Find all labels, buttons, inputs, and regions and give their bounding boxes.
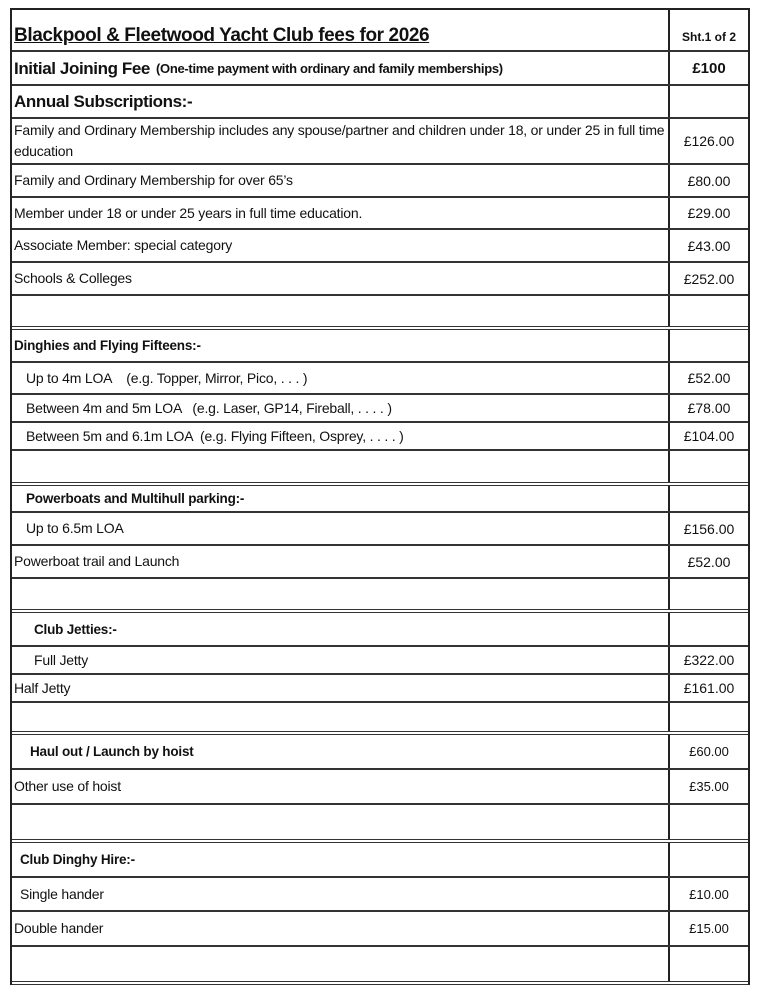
row-price: £29.00 <box>687 205 731 221</box>
row-label: Haul out / Launch by hoist <box>12 735 670 768</box>
row-price: £80.00 <box>687 172 731 189</box>
joining-fee-price: £100 <box>692 59 726 77</box>
blank-row <box>12 947 748 985</box>
row-label: Schools & Colleges <box>12 263 670 294</box>
row-price <box>670 579 748 609</box>
fee-row: Associate Member: special category £43.00 <box>12 230 748 263</box>
row-label <box>12 805 670 839</box>
row-label: Club Dinghy Hire:- <box>12 843 670 876</box>
row-price: £10.00 <box>689 886 729 902</box>
fee-row: Up to 6.5m LOA £156.00 <box>12 513 748 546</box>
row-price: £52.00 <box>687 370 731 386</box>
sheet-number: Sht.1 of 2 <box>681 30 736 44</box>
row-label: Club Jetties:- <box>12 613 670 645</box>
row-price: £15.00 <box>689 921 729 936</box>
row-price: £43.00 <box>687 237 731 254</box>
row-price: £52.00 <box>687 553 731 570</box>
title-row: Blackpool & Fleetwood Yacht Club fees fo… <box>12 10 748 52</box>
fee-row: Family and Ordinary Membership includes … <box>12 119 748 165</box>
row-label <box>12 451 670 482</box>
row-label: Family and Ordinary Membership includes … <box>12 119 670 163</box>
blank-row <box>12 451 748 486</box>
row-label: Up to 6.5m LOA <box>12 513 670 544</box>
section-heading-row: Haul out / Launch by hoist £60.00 <box>12 735 748 770</box>
fee-row: Member under 18 or under 25 years in ful… <box>12 198 748 230</box>
page-title: Blackpool & Fleetwood Yacht Club fees fo… <box>12 10 670 50</box>
row-price <box>670 703 748 731</box>
row-price <box>670 330 748 361</box>
blank-row <box>12 579 748 613</box>
row-price: £35.00 <box>689 779 729 794</box>
row-price <box>670 86 748 117</box>
fee-row: Between 5m and 6.1m LOA (e.g. Flying Fif… <box>12 423 748 451</box>
row-label <box>12 947 670 981</box>
joining-fee-row: Initial Joining Fee (One-time payment wit… <box>12 52 748 86</box>
row-price <box>670 805 748 839</box>
row-label: Dinghies and Flying Fifteens:- <box>12 330 670 361</box>
row-price <box>670 613 748 645</box>
fee-row: Other use of hoist £35.00 <box>12 770 748 805</box>
row-label: Associate Member: special category <box>12 230 670 261</box>
row-price: £156.00 <box>683 520 735 537</box>
row-price <box>670 296 748 326</box>
section-heading-row: Annual Subscriptions:- <box>12 86 748 119</box>
row-price: £60.00 <box>689 744 729 759</box>
fee-row: Double hander £15.00 <box>12 912 748 947</box>
row-price: £252.00 <box>683 270 735 287</box>
fee-row: Full Jetty £322.00 <box>12 647 748 675</box>
fee-row: Schools & Colleges £252.00 <box>12 263 748 296</box>
row-label: Single hander <box>12 878 670 910</box>
row-label: Member under 18 or under 25 years in ful… <box>12 198 670 228</box>
section-heading-row: Club Jetties:- <box>12 613 748 647</box>
fees-table: Blackpool & Fleetwood Yacht Club fees fo… <box>10 8 750 985</box>
fee-row: Single hander £10.00 <box>12 878 748 912</box>
row-label: Between 5m and 6.1m LOA (e.g. Flying Fif… <box>12 423 670 449</box>
row-price <box>670 947 748 981</box>
joining-fee-note: (One-time payment with ordinary and fami… <box>155 60 503 76</box>
row-price: £161.00 <box>683 680 735 696</box>
fee-row: Family and Ordinary Membership for over … <box>12 165 748 198</box>
joining-fee-label: Initial Joining Fee <box>14 58 150 78</box>
blank-row <box>12 703 748 735</box>
row-label: Double hander <box>12 912 670 945</box>
row-label: Half Jetty <box>12 675 670 701</box>
row-label: Powerboat trail and Launch <box>12 546 670 577</box>
row-label <box>12 296 670 326</box>
blank-row <box>12 296 748 330</box>
row-label: Between 4m and 5m LOA (e.g. Laser, GP14,… <box>12 395 670 421</box>
row-label: Powerboats and Multihull parking:- <box>12 486 670 511</box>
row-label <box>12 703 670 731</box>
row-price <box>670 843 748 876</box>
row-price: £78.00 <box>687 400 731 416</box>
row-price <box>670 451 748 482</box>
row-price: £126.00 <box>683 133 735 149</box>
fee-row: Powerboat trail and Launch £52.00 <box>12 546 748 579</box>
row-label: Other use of hoist <box>12 770 670 803</box>
row-price: £322.00 <box>683 652 735 668</box>
fee-row: Between 4m and 5m LOA (e.g. Laser, GP14,… <box>12 395 748 423</box>
blank-row <box>12 805 748 843</box>
section-heading-row: Dinghies and Flying Fifteens:- <box>12 330 748 363</box>
fee-row: Up to 4m LOA (e.g. Topper, Mirror, Pico,… <box>12 363 748 395</box>
fee-row: Half Jetty £161.00 <box>12 675 748 703</box>
row-label <box>12 579 670 609</box>
section-heading-row: Club Dinghy Hire:- <box>12 843 748 878</box>
row-label: Up to 4m LOA (e.g. Topper, Mirror, Pico,… <box>12 363 670 393</box>
row-label: Annual Subscriptions:- <box>12 86 670 117</box>
row-price <box>670 486 748 511</box>
row-price: £104.00 <box>683 428 735 444</box>
section-heading-row: Powerboats and Multihull parking:- <box>12 486 748 513</box>
row-label: Family and Ordinary Membership for over … <box>12 165 670 196</box>
row-label: Full Jetty <box>12 647 670 673</box>
